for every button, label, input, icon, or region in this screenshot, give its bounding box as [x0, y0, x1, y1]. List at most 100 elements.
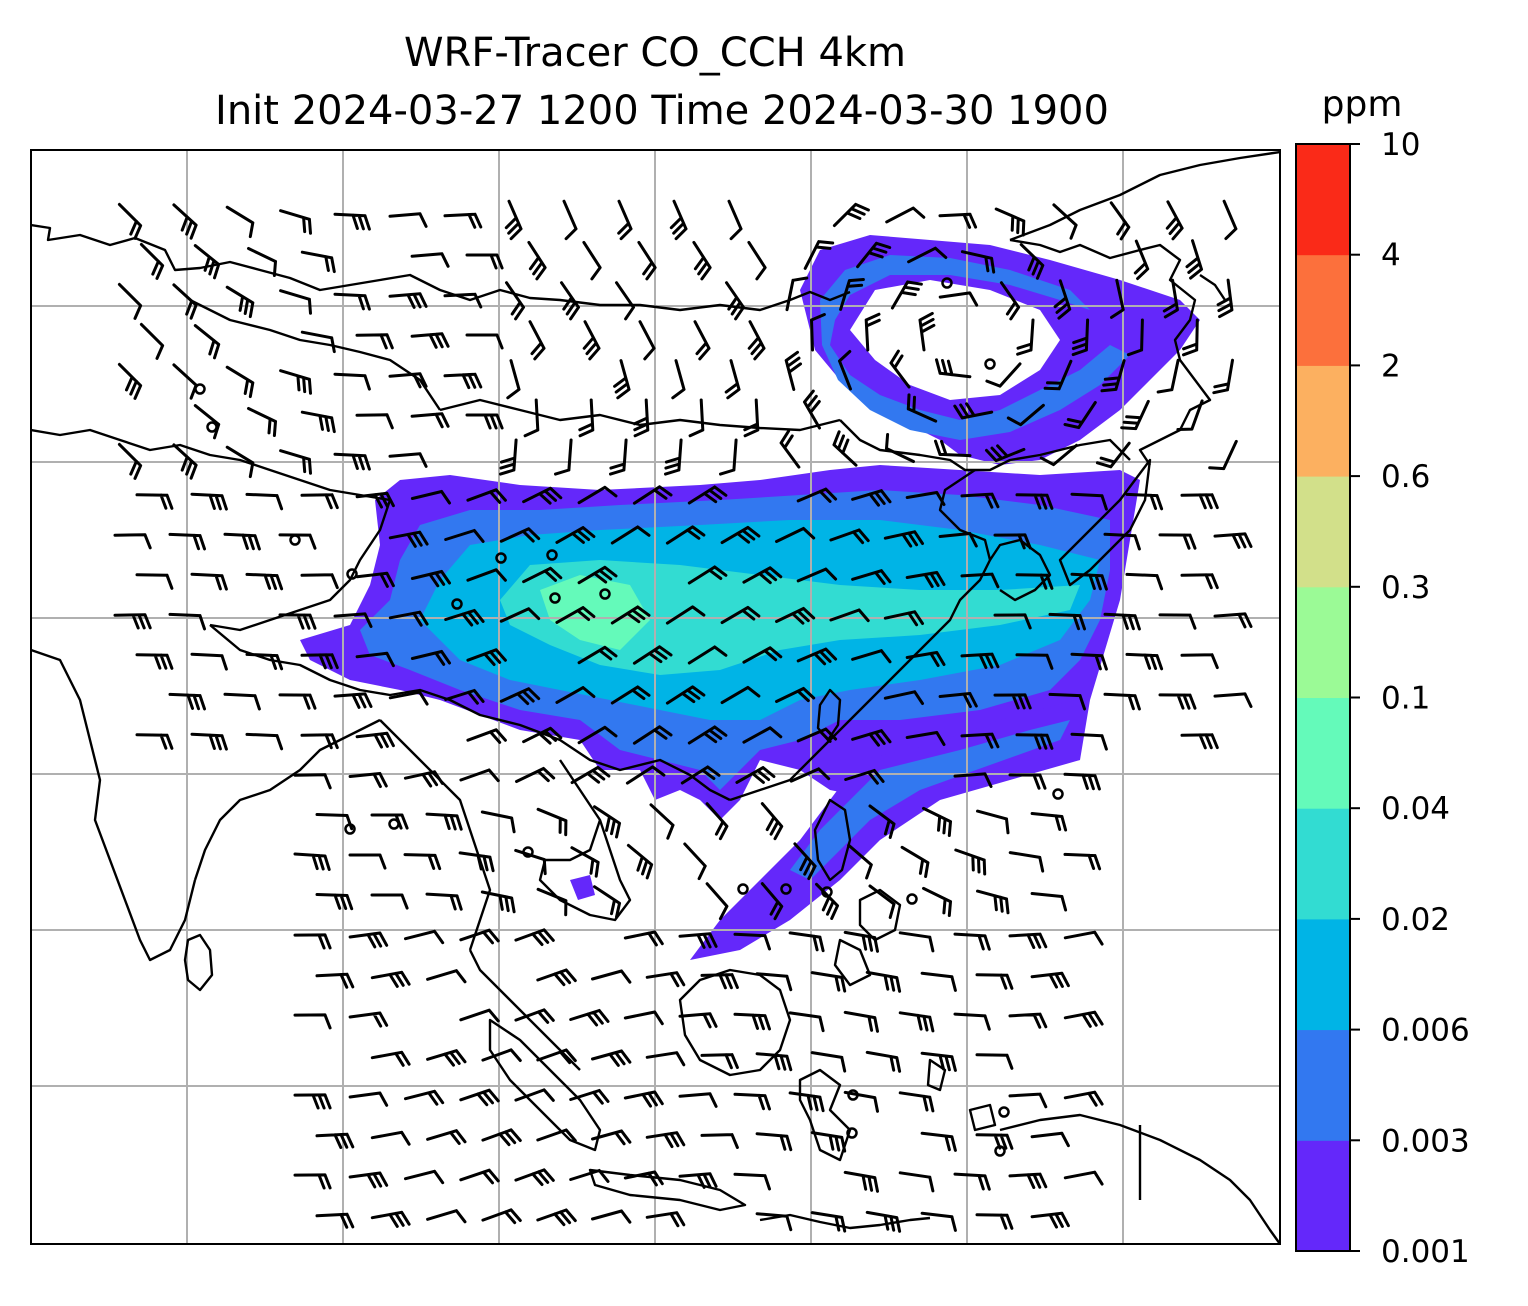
wind-barb — [1070, 572, 1108, 591]
wind-barb — [810, 313, 826, 352]
wind-barb — [838, 350, 852, 391]
wind-barb — [570, 765, 611, 785]
wind-barb — [481, 1208, 522, 1225]
wind-barb — [459, 1168, 500, 1185]
wind-barb — [760, 802, 784, 841]
map-area — [31, 150, 1280, 1244]
wind-barb — [333, 292, 371, 311]
wind-barb — [623, 1090, 664, 1108]
wind-barb — [788, 1011, 825, 1033]
wind-barb — [960, 732, 1000, 749]
wind-barb — [348, 1091, 389, 1107]
wind-barb — [1125, 652, 1164, 671]
wind-barb — [1019, 243, 1045, 280]
wind-barb — [665, 525, 706, 545]
wind-barb — [960, 572, 1000, 589]
wind-barb — [459, 928, 500, 945]
coastline-india-east — [193, 718, 381, 881]
wind-barb — [504, 199, 523, 241]
philippines-south — [833, 888, 902, 987]
wind-barb — [1125, 492, 1164, 511]
wind-barb — [856, 241, 892, 269]
wind-barb — [905, 651, 946, 667]
wind-barb — [810, 1131, 847, 1153]
wind-barb — [333, 372, 371, 391]
wind-barb — [1216, 278, 1234, 319]
borneo — [678, 968, 792, 1077]
wind-barb — [279, 289, 312, 315]
wind-barb — [725, 281, 745, 321]
wind-barb — [593, 885, 621, 919]
wind-barb — [747, 320, 766, 361]
wind-barb — [536, 1128, 577, 1143]
wind-barb — [1070, 652, 1108, 671]
wind-barb — [954, 848, 987, 876]
wind-barb — [832, 202, 870, 228]
wind-barb — [225, 285, 255, 319]
wind-barb — [443, 292, 483, 309]
wind-barb — [1048, 612, 1086, 631]
wind-barb — [458, 851, 495, 873]
wind-barb — [1008, 1092, 1048, 1109]
wind-barb — [1043, 359, 1073, 391]
wind-barb — [985, 444, 1026, 463]
wind-barb — [225, 365, 255, 399]
wind-barb — [404, 1169, 445, 1185]
maluku — [926, 1058, 997, 1132]
wind-barb — [688, 398, 705, 438]
wind-barb — [829, 608, 870, 623]
wind-barb — [388, 530, 429, 548]
wind-barb — [1063, 772, 1101, 791]
plume-southeast-band-core — [790, 720, 1070, 880]
wind-barb — [1162, 278, 1179, 319]
wind-barb — [1180, 733, 1219, 750]
plume-north-swirl-inner — [820, 255, 1130, 440]
colorbar-blocks — [1296, 144, 1350, 1252]
wind-barb — [425, 812, 463, 831]
wind-barb — [985, 362, 1022, 388]
wind-barb — [1053, 279, 1072, 320]
wind-barb — [293, 933, 332, 950]
station-marker — [737, 883, 749, 895]
wind-barb — [1016, 318, 1035, 356]
wind-barb — [864, 312, 881, 352]
wind-barb — [578, 398, 595, 438]
wind-barb — [796, 727, 838, 743]
wind-barb — [514, 1008, 555, 1024]
wind-barb — [388, 452, 428, 468]
wind-barb — [536, 968, 577, 987]
wind-barb — [847, 843, 873, 880]
wind-barb — [832, 430, 858, 467]
wind-barb — [444, 529, 485, 543]
wind-barb — [278, 613, 317, 630]
station-marker — [546, 549, 558, 561]
coastlines-and-borders — [31, 150, 1280, 1244]
wind-barb — [569, 1089, 610, 1105]
wind-barb — [190, 732, 228, 751]
wind-barb — [247, 407, 277, 437]
wind-barb — [225, 205, 255, 239]
station-marker — [451, 598, 463, 610]
wind-barb — [898, 1091, 935, 1113]
wind-barb — [135, 573, 174, 590]
station-marker — [994, 1145, 1006, 1157]
wind-barb — [582, 240, 602, 281]
wind-barb — [1158, 613, 1197, 630]
wind-barb — [1208, 439, 1238, 471]
wind-barb — [536, 807, 568, 837]
wind-barb — [755, 972, 793, 992]
wind-barb — [404, 1089, 445, 1106]
wind-barb — [960, 250, 996, 274]
colorbar-block — [1296, 254, 1350, 366]
wind-barb — [577, 645, 618, 665]
wind-barb — [135, 653, 174, 670]
wind-barb — [922, 886, 952, 917]
wind-barb — [1030, 892, 1068, 912]
station-marker — [821, 886, 833, 898]
plume-small-patch — [570, 875, 595, 900]
wind-barb — [410, 412, 450, 429]
wind-barb — [1095, 441, 1131, 469]
wind-barb — [724, 359, 741, 400]
wind-barb — [410, 332, 450, 349]
wind-barb — [245, 652, 284, 671]
